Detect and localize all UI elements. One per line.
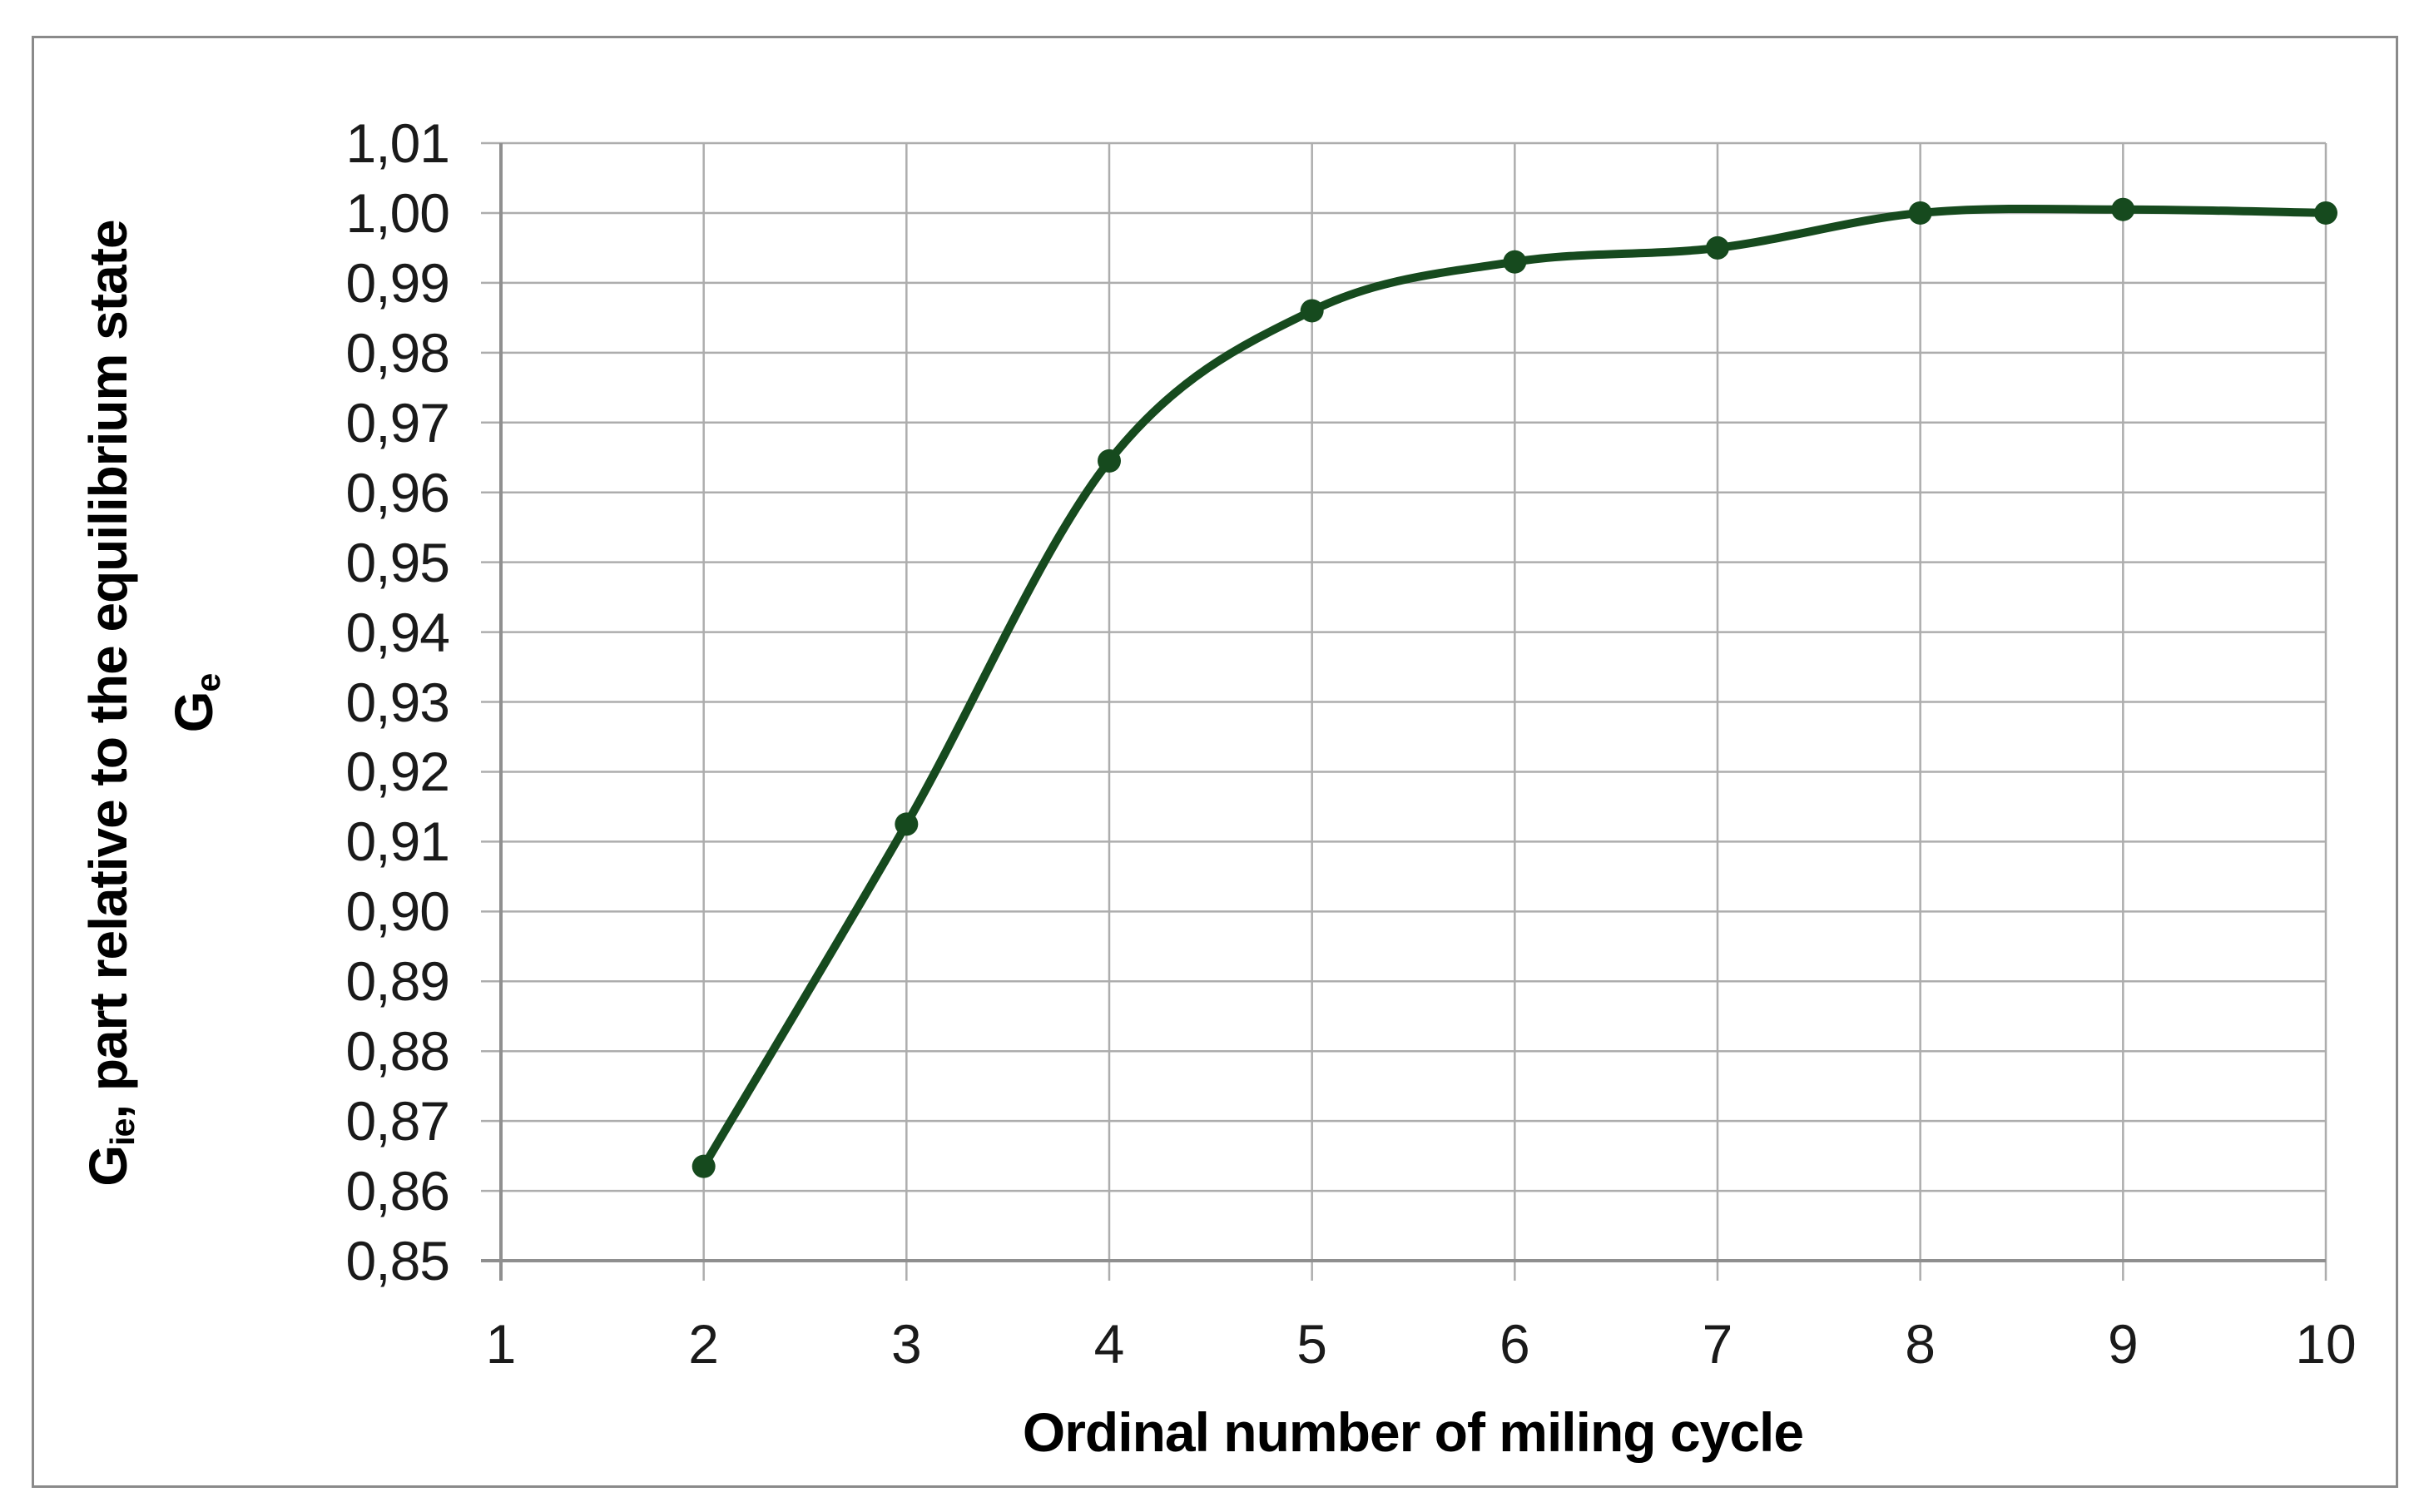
data-point-marker (1503, 250, 1527, 274)
y-tick-label: 0,90 (345, 880, 450, 943)
y-title-symbol2: G (164, 692, 224, 733)
y-title-subscript2: e (189, 673, 227, 692)
y-tick-label: 0,92 (345, 741, 450, 803)
x-tick-label: 3 (890, 1313, 922, 1375)
data-point-marker (1098, 449, 1121, 473)
data-point-marker (1908, 201, 1932, 225)
series-line (699, 204, 2330, 1171)
y-tick-label: 0,94 (345, 601, 450, 663)
y-tick-label: 0,98 (345, 321, 450, 384)
y-axis-title: Gie, part relative to the equilibrium st… (66, 220, 237, 1186)
y-title-symbol: G (78, 1145, 138, 1187)
y-tick-label: 0,89 (345, 950, 450, 1013)
y-tick-label: 0,86 (345, 1160, 450, 1222)
y-tick-label: 1,01 (345, 112, 450, 174)
x-tick-label: 9 (2107, 1313, 2139, 1375)
x-tick-label: 10 (2295, 1313, 2357, 1375)
x-axis-title: Ordinal number of miling cycle (1022, 1401, 1804, 1463)
y-axis-title-line1: Gie, part relative to the equilibrium st… (66, 220, 151, 1186)
y-tick-label: 0,96 (345, 461, 450, 523)
y-tick-label: 0,91 (345, 811, 450, 873)
y-title-text: , part relative to the equilibrium state (78, 220, 138, 1119)
data-point-marker (1706, 235, 1729, 260)
x-tick-label: 5 (1296, 1313, 1328, 1375)
y-tick-label: 0,88 (345, 1020, 450, 1083)
data-point-marker (2111, 197, 2135, 221)
x-tick-label: 6 (1499, 1313, 1530, 1375)
y-tick-label: 0,95 (345, 531, 450, 593)
y-title-subscript: ie (103, 1118, 141, 1146)
y-tick-label: 0,93 (345, 671, 450, 733)
y-tick-label: 0,87 (345, 1090, 450, 1153)
x-tick-label: 2 (688, 1313, 720, 1375)
x-tick-label: 7 (1702, 1313, 1733, 1375)
x-tick-label: 8 (1905, 1313, 1936, 1375)
y-tick-label: 0,97 (345, 391, 450, 454)
x-tick-label: 4 (1093, 1313, 1125, 1375)
x-tick-label: 1 (485, 1313, 517, 1375)
data-point-marker (2314, 201, 2337, 225)
figure-border (32, 36, 2398, 1488)
y-tick-label: 0,85 (345, 1230, 450, 1291)
y-axis-title-line2: Ge (151, 220, 237, 1186)
data-point-marker (895, 812, 919, 836)
y-tick-label: 0,99 (345, 251, 450, 314)
data-point-marker (1300, 299, 1324, 323)
data-point-marker (692, 1154, 716, 1178)
y-tick-label: 1,00 (345, 181, 450, 244)
